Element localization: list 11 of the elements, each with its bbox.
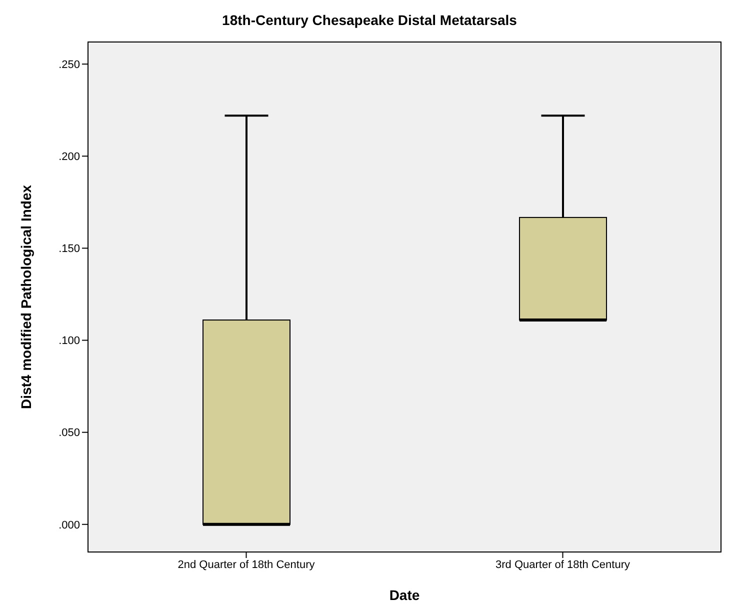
chart-title: 18th-Century Chesapeake Distal Metatarsals — [221, 11, 518, 30]
y-axis-title: Dist4 modified Pathological Index — [18, 184, 34, 410]
y-tick-label: .250 — [58, 59, 80, 71]
y-tick-label: .200 — [58, 151, 80, 164]
y-tick-label: .050 — [58, 427, 80, 440]
y-tick-label: .100 — [58, 335, 80, 348]
x-tick-label: 3rd Quarter of 18th Century — [495, 558, 631, 571]
x-axis-title: Date — [389, 587, 420, 603]
y-tick-label: .000 — [58, 519, 80, 532]
y-tick-label: .150 — [58, 243, 80, 256]
x-tick-label: 2nd Quarter of 18th Century — [178, 558, 316, 571]
